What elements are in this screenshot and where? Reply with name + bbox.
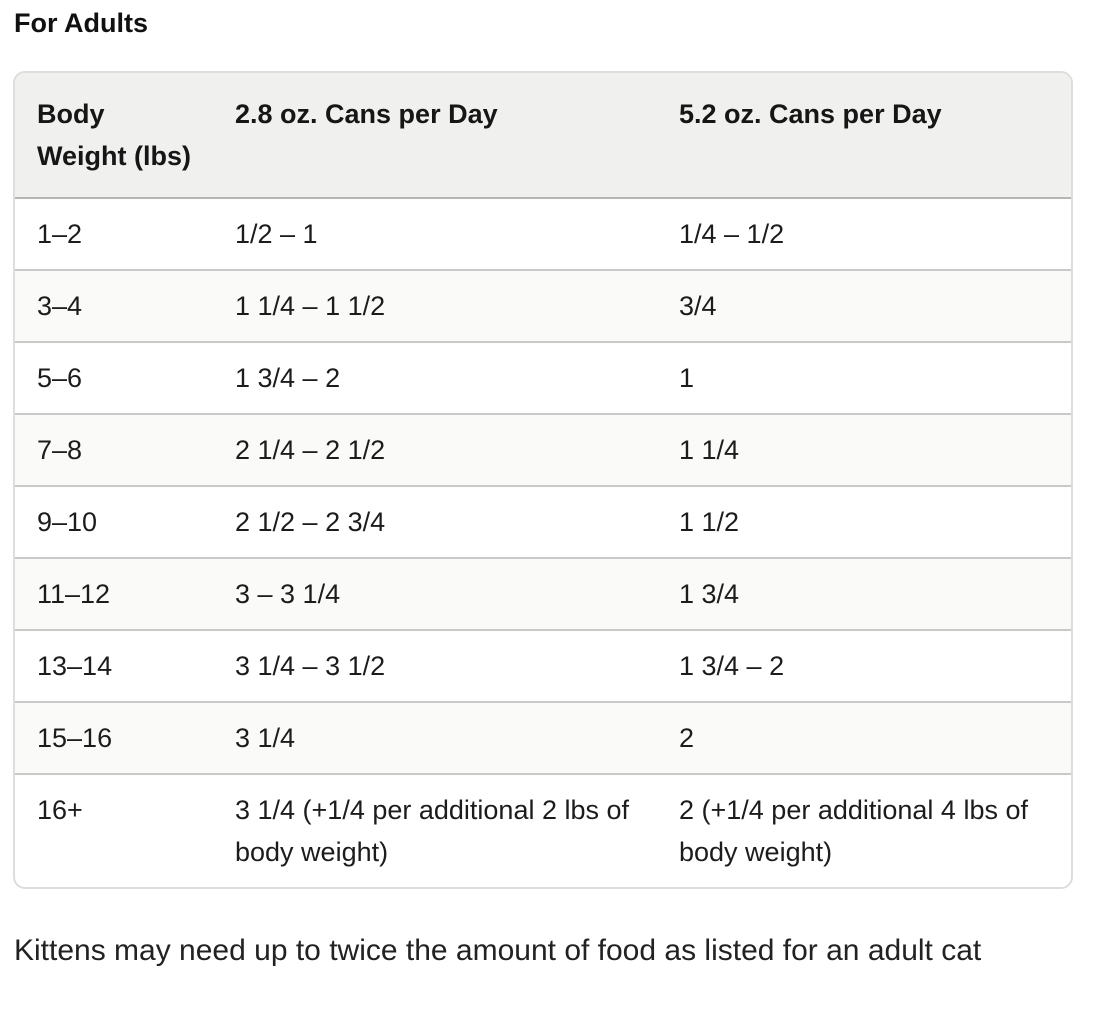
- table-cell: 2 1/2 – 2 3/4: [213, 485, 657, 558]
- table-cell: 16+: [15, 773, 213, 887]
- table-row: 13–14 3 1/4 – 3 1/2 1 3/4 – 2: [15, 629, 1071, 702]
- table-cell: 1 3/4: [657, 557, 1071, 630]
- table-cell: 3 1/4: [213, 701, 657, 774]
- table-row: 3–4 1 1/4 – 1 1/2 3/4: [15, 269, 1071, 342]
- table-cell: 1 3/4 – 2: [213, 341, 657, 414]
- column-header-body-weight: Body Weight (lbs): [15, 73, 213, 199]
- table-row: 15–16 3 1/4 2: [15, 701, 1071, 774]
- table-cell: 1 1/2: [657, 485, 1071, 558]
- column-header-5-2oz-cans: 5.2 oz. Cans per Day: [657, 73, 1071, 199]
- table-cell: 1/4 – 1/2: [679, 219, 785, 249]
- table-cell: 3/4: [657, 269, 1071, 342]
- column-header-2-8oz-cans: 2.8 oz. Cans per Day: [213, 73, 657, 199]
- table-cell: 9–10: [15, 485, 213, 558]
- feeding-guide-table: Body Weight (lbs) 2.8 oz. Cans per Day 5…: [13, 71, 1073, 889]
- table-header-row: Body Weight (lbs) 2.8 oz. Cans per Day 5…: [15, 73, 1071, 199]
- table-row: 1–2 1/2 – 1 1/4 – 1/2: [15, 198, 1071, 270]
- table-cell: 7–8: [15, 413, 213, 486]
- table-cell: 1 1/4: [657, 413, 1071, 486]
- table-cell: 1/2 – 1: [235, 219, 318, 249]
- table-row: 9–10 2 1/2 – 2 3/4 1 1/2: [15, 485, 1071, 558]
- table-cell: 2: [657, 701, 1071, 774]
- table-cell: 11–12: [15, 557, 213, 630]
- table-row: 7–8 2 1/4 – 2 1/2 1 1/4: [15, 413, 1071, 486]
- table-cell: 1: [657, 341, 1071, 414]
- table-cell: 1 3/4 – 2: [657, 629, 1071, 702]
- table-body: 1–2 1/2 – 1 1/4 – 1/2 3–4 1 1/4 – 1 1/2 3/4 5–…: [15, 198, 1071, 887]
- kitten-note: Kittens may need up to twice the amount …: [14, 934, 982, 967]
- table-cell: 1–2: [37, 219, 83, 249]
- table-row: 11–12 3 – 3 1/4 1 3/4: [15, 557, 1071, 630]
- table-cell: 2 (+1/4 per additional 4 lbs of body wei…: [657, 773, 1071, 887]
- table-cell: 3–4: [15, 269, 213, 342]
- table-cell: 3 1/4 (+1/4 per additional 2 lbs of body…: [213, 773, 657, 887]
- section-heading: For Adults: [14, 8, 148, 38]
- table-cell: 3 – 3 1/4: [213, 557, 657, 630]
- table-cell: 1 1/4 – 1 1/2: [213, 269, 657, 342]
- table-cell: 15–16: [15, 701, 213, 774]
- table-cell: 3 1/4 – 3 1/2: [213, 629, 657, 702]
- table-cell: 13–14: [15, 629, 213, 702]
- table-row: 16+ 3 1/4 (+1/4 per additional 2 lbs of b…: [15, 773, 1071, 887]
- table-cell: 5–6: [15, 341, 213, 414]
- table-cell: 2 1/4 – 2 1/2: [213, 413, 657, 486]
